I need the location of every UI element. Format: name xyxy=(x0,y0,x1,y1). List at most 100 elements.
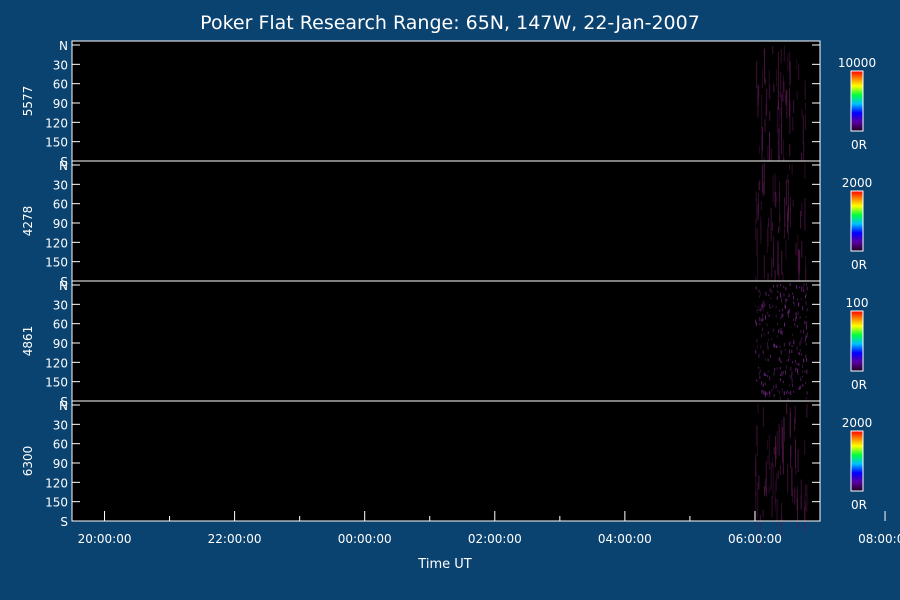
signal-streak xyxy=(795,243,797,256)
signal-streak xyxy=(765,291,767,296)
signal-streak xyxy=(762,317,764,321)
signal-streak xyxy=(770,297,772,300)
signal-streak xyxy=(805,325,807,330)
wavelength-label: 4278 xyxy=(21,206,35,237)
signal-streak xyxy=(767,439,769,450)
signal-streak xyxy=(779,292,781,297)
signal-streak xyxy=(791,379,793,384)
signal-streak xyxy=(781,313,783,318)
signal-streak xyxy=(768,70,770,99)
signal-streak xyxy=(804,440,806,455)
signal-streak xyxy=(762,69,763,89)
signal-streak xyxy=(755,305,757,308)
signal-streak xyxy=(784,322,785,327)
signal-streak xyxy=(763,47,765,56)
signal-streak xyxy=(796,363,798,366)
signal-streak xyxy=(794,406,796,424)
signal-streak xyxy=(791,164,793,175)
signal-streak xyxy=(805,354,807,358)
y-tick-label: 60 xyxy=(53,318,68,332)
signal-streak xyxy=(806,286,808,291)
signal-streak xyxy=(773,285,775,288)
signal-streak xyxy=(777,86,779,109)
signal-streak xyxy=(764,48,766,83)
signal-streak xyxy=(788,355,790,360)
signal-streak xyxy=(767,223,769,247)
signal-streak xyxy=(759,145,760,154)
signal-streak xyxy=(802,375,804,378)
signal-streak xyxy=(772,463,774,498)
wavelength-label: 6300 xyxy=(21,446,35,477)
y-tick-label: 90 xyxy=(53,217,68,231)
signal-streak xyxy=(785,298,787,301)
signal-streak xyxy=(799,286,801,289)
signal-streak xyxy=(803,290,805,292)
signal-streak xyxy=(759,317,761,322)
signal-streak xyxy=(758,353,760,358)
signal-streak xyxy=(769,376,771,381)
signal-streak xyxy=(795,317,797,322)
signal-streak xyxy=(791,349,793,353)
signal-streak xyxy=(758,181,760,191)
signal-streak xyxy=(798,352,800,356)
signal-streak xyxy=(780,49,782,64)
signal-streak xyxy=(790,392,792,396)
signal-streak xyxy=(755,491,757,526)
colorbar-4861: 100 0R xyxy=(846,296,869,392)
colorbar-gradient xyxy=(850,70,864,132)
signal-streak xyxy=(804,163,806,179)
signal-streak xyxy=(762,406,764,428)
signal-streak xyxy=(796,58,798,70)
signal-streak xyxy=(806,343,807,346)
signal-streak xyxy=(758,289,760,293)
signal-streak xyxy=(788,88,790,117)
y-tick-label: 150 xyxy=(45,136,68,150)
colorbar-gradient xyxy=(850,310,864,372)
signal-streak xyxy=(785,300,787,304)
signal-streak xyxy=(797,387,799,390)
colorbar-6300: 2000 0R xyxy=(842,416,873,512)
signal-streak xyxy=(799,250,801,274)
signal-streak xyxy=(756,322,758,327)
signal-streak xyxy=(764,358,766,361)
signal-streak xyxy=(773,394,775,397)
signal-streak xyxy=(789,341,791,345)
y-tick-label: 120 xyxy=(45,116,68,130)
signal-streak xyxy=(767,342,768,347)
signal-streak xyxy=(789,384,791,387)
signal-streak xyxy=(778,424,780,456)
y-tick-label: 30 xyxy=(53,178,68,192)
signal-streak xyxy=(780,361,782,364)
signal-streak xyxy=(778,226,779,234)
signal-streak xyxy=(804,102,806,110)
signal-streak xyxy=(759,376,761,379)
signal-streak xyxy=(764,478,766,493)
signal-streak xyxy=(805,255,807,290)
signal-streak xyxy=(789,61,791,85)
signal-streak xyxy=(775,192,777,208)
signal-streak xyxy=(787,180,789,214)
signal-streak xyxy=(790,390,792,393)
signal-streak xyxy=(757,366,759,369)
signal-streak xyxy=(770,306,772,309)
signal-streak xyxy=(774,497,776,505)
signal-streak xyxy=(764,315,766,320)
signal-streak xyxy=(796,368,798,370)
signal-streak xyxy=(806,485,808,512)
x-tick-label: 02:00:00 xyxy=(468,532,522,546)
signal-streak xyxy=(784,370,786,375)
signal-streak xyxy=(788,359,790,362)
signal-streak xyxy=(783,417,785,442)
signal-streak xyxy=(778,128,780,145)
signal-streak xyxy=(779,396,781,401)
signal-streak xyxy=(790,446,792,457)
signal-streak xyxy=(796,284,798,289)
signal-streak xyxy=(763,303,765,308)
signal-streak xyxy=(799,386,801,390)
signal-streak xyxy=(796,298,798,301)
signal-streak xyxy=(768,434,770,470)
signal-streak xyxy=(760,344,762,349)
signal-streak xyxy=(789,163,790,171)
panel-frame xyxy=(71,400,821,522)
signal-streak xyxy=(793,303,795,307)
